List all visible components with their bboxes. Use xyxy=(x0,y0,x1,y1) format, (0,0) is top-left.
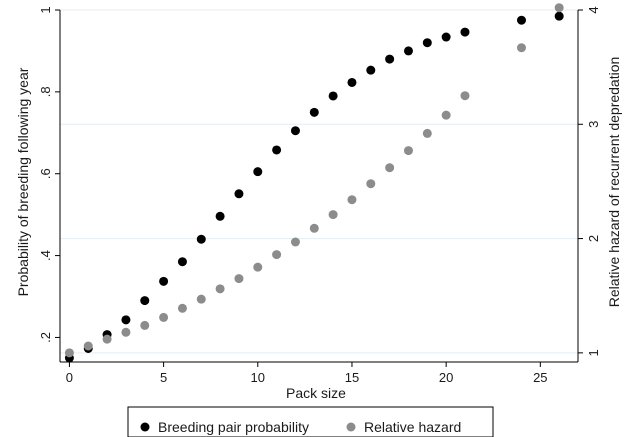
breeding-probability-point xyxy=(554,11,564,21)
breeding-probability-point xyxy=(366,65,376,75)
relative-hazard-point xyxy=(64,348,74,358)
x-tick-label: 15 xyxy=(345,370,359,385)
x-axis-label: Pack size xyxy=(286,385,346,401)
relative-hazard-point xyxy=(234,274,244,284)
y-left-tick-marks: .2 .4 .6 .8 1 xyxy=(38,6,60,343)
relative-hazard-point xyxy=(441,110,451,120)
y-right-tick-label: 3 xyxy=(586,121,601,128)
y-right-tick-label: 1 xyxy=(586,349,601,356)
breeding-probability-point xyxy=(516,15,526,25)
breeding-probability-point xyxy=(272,145,282,155)
breeding-probability-point xyxy=(441,32,451,42)
relative-hazard-point xyxy=(460,91,470,101)
y-left-tick-label: 1 xyxy=(38,6,53,13)
y-left-tick-label: .8 xyxy=(38,86,53,97)
grid-lines xyxy=(60,9,578,354)
breeding-probability-point xyxy=(177,257,187,267)
x-tick-label: 20 xyxy=(439,370,453,385)
breeding-probability-point xyxy=(159,276,169,286)
relative-hazard-point xyxy=(385,163,395,173)
y-right-tick-label: 2 xyxy=(586,235,601,242)
relative-hazard-point xyxy=(516,43,526,53)
breeding-probability-point xyxy=(347,77,357,87)
x-tick-label: 0 xyxy=(66,370,73,385)
legend-label-breeding: Breeding pair probability xyxy=(158,419,309,435)
y-right-tick-marks: 1 2 3 4 xyxy=(578,6,601,356)
x-tick-marks: 0 5 10 15 20 25 xyxy=(66,362,548,385)
breeding-probability-point xyxy=(422,38,432,48)
x-tick-label: 5 xyxy=(160,370,167,385)
y-axis-right-label: Relative hazard of recurrent depredation xyxy=(606,57,622,308)
breeding-probability-point xyxy=(253,167,263,177)
relative-hazard-point xyxy=(347,195,357,205)
legend-label-hazard: Relative hazard xyxy=(364,419,461,435)
relative-hazard-point xyxy=(159,312,169,322)
breeding-probability-point xyxy=(121,315,131,325)
relative-hazard-point xyxy=(253,262,263,272)
relative-hazard-point xyxy=(83,341,93,351)
breeding-probability-point xyxy=(309,107,319,117)
y-left-tick-label: .4 xyxy=(38,250,53,261)
relative-hazard-point xyxy=(366,179,376,189)
legend-box xyxy=(127,406,494,437)
relative-hazard-point xyxy=(140,320,150,330)
breeding-probability-point xyxy=(403,46,413,56)
breeding-probability-point xyxy=(196,234,206,244)
y-axis-left-label: Probability of breeding following year xyxy=(15,67,31,296)
breeding-probability-point xyxy=(460,27,470,37)
relative-hazard-point xyxy=(121,327,131,337)
legend-marker-breeding xyxy=(140,422,150,432)
relative-hazard-point xyxy=(177,303,187,313)
breeding-probability-point xyxy=(215,211,225,221)
x-tick-label: 25 xyxy=(533,370,547,385)
relative-hazard-point xyxy=(196,294,206,304)
y-right-tick-label: 4 xyxy=(586,6,601,13)
relative-hazard-point xyxy=(309,223,319,233)
breeding-probability-point xyxy=(385,54,395,64)
breeding-probability-point xyxy=(234,189,244,199)
breeding-probability-point xyxy=(290,126,300,136)
y-left-tick-label: .2 xyxy=(38,332,53,343)
relative-hazard-point xyxy=(554,3,564,13)
breeding-probability-point xyxy=(328,91,338,101)
y-left-tick-label: .6 xyxy=(38,168,53,179)
relative-hazard-point xyxy=(403,146,413,156)
x-tick-label: 10 xyxy=(251,370,265,385)
relative-hazard-point xyxy=(215,284,225,294)
legend: Breeding pair probability Relative hazar… xyxy=(127,406,494,437)
relative-hazard-point xyxy=(102,334,112,344)
relative-hazard-point xyxy=(290,237,300,247)
breeding-probability-point xyxy=(140,296,150,306)
relative-hazard-point xyxy=(272,250,282,260)
relative-hazard-point xyxy=(328,210,338,220)
legend-marker-hazard xyxy=(346,422,356,432)
data-points xyxy=(64,3,564,363)
relative-hazard-point xyxy=(422,128,432,138)
